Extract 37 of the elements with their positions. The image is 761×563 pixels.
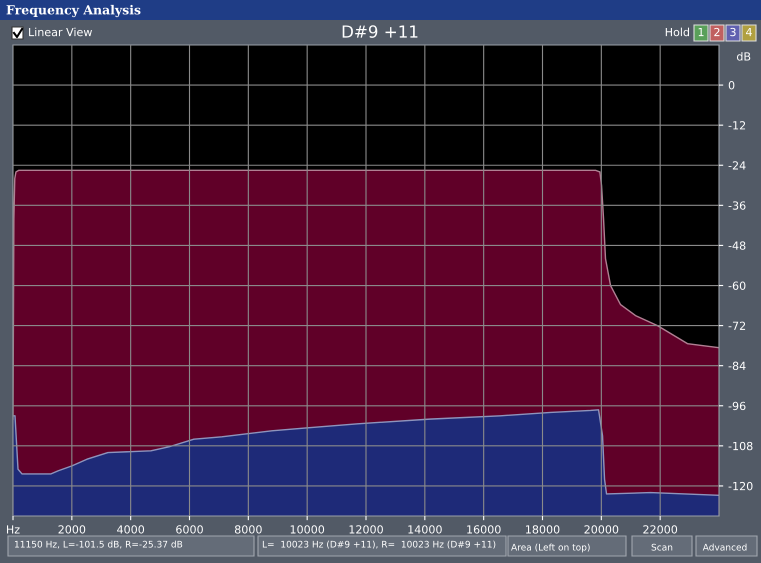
x-tick-label: 12000 xyxy=(350,525,383,534)
x-tick-label: 2000 xyxy=(58,525,86,534)
text: Linear View xyxy=(29,28,92,36)
y-tick-label: -48 xyxy=(728,241,746,250)
y-tick-label: -96 xyxy=(728,402,746,410)
text: Hold xyxy=(666,28,689,36)
chart-title: Frequency Analysis xyxy=(6,4,140,18)
y-axis-title: dB xyxy=(736,52,750,61)
text: 3 xyxy=(730,28,736,36)
text: Advanced xyxy=(702,544,746,551)
text: 2 xyxy=(714,28,720,36)
text: Area (Left on top) xyxy=(511,544,590,552)
x-tick-label: 4000 xyxy=(117,525,144,534)
x-tick-label: 14000 xyxy=(408,525,442,534)
text: L= 10023 Hz (D#9 +11), R= 10023 Hz (D#9 +11) xyxy=(262,540,496,549)
x-tick-label: Hz xyxy=(6,525,20,534)
x-tick-label: 18000 xyxy=(526,525,560,534)
x-tick-label: 22000 xyxy=(643,525,678,534)
text: Scan xyxy=(652,544,672,551)
x-tick-label: 8000 xyxy=(234,525,262,534)
text: 4 xyxy=(746,28,752,36)
y-tick-label: -36 xyxy=(728,201,746,210)
chart-subtitle: D#9 +11 xyxy=(342,25,418,38)
y-tick-label: -120 xyxy=(728,482,753,490)
y-tick-label: -12 xyxy=(728,121,746,130)
text: 1 xyxy=(698,28,704,36)
y-tick-label: -24 xyxy=(728,161,746,170)
x-tick-label: 16000 xyxy=(467,525,501,534)
y-tick-label: -60 xyxy=(728,281,746,290)
y-tick-label: -72 xyxy=(728,322,746,330)
y-tick-label: -84 xyxy=(728,362,746,370)
text: 11150 Hz, L=-101.5 dB, R=-25.37 dB xyxy=(14,540,182,549)
y-tick-label: -108 xyxy=(728,442,752,450)
x-tick-label: 10000 xyxy=(290,525,324,534)
x-tick-label: 20000 xyxy=(584,525,618,534)
x-tick-label: 6000 xyxy=(176,525,203,534)
y-tick-label: 0 xyxy=(728,81,734,90)
